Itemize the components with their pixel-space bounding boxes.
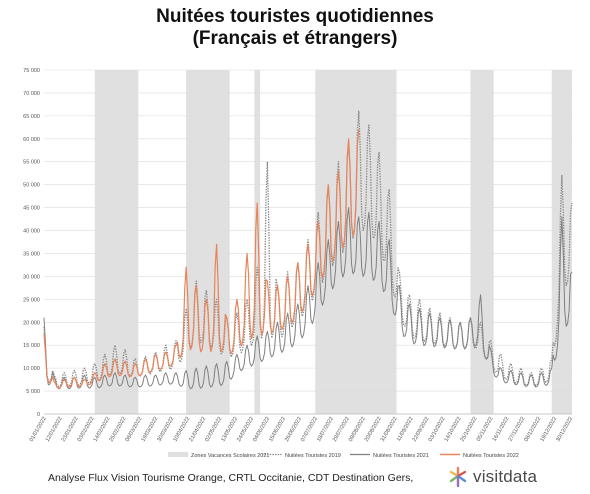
y-tick-label: 50 000 xyxy=(23,183,40,189)
y-tick-label: 35 000 xyxy=(23,251,40,257)
y-tick-label: 65 000 xyxy=(23,114,40,120)
y-tick-label: 55 000 xyxy=(23,160,40,166)
series-line-1 xyxy=(43,207,573,390)
y-tick-label: 0 xyxy=(37,412,40,418)
y-tick-label: 70 000 xyxy=(23,91,40,97)
vacation-band-3 xyxy=(315,70,397,414)
x-axis-tick-labels: 01/01/202212/01/202223/01/202203/02/2022… xyxy=(29,416,575,443)
series-line-2 xyxy=(43,129,360,389)
visitdata-logo: visitdata xyxy=(447,466,537,488)
vacation-band-4 xyxy=(470,70,494,414)
y-tick-label: 5 000 xyxy=(26,389,40,395)
y-tick-label: 15 000 xyxy=(23,343,40,349)
y-tick-label: 60 000 xyxy=(23,137,40,143)
y-tick-label: 40 000 xyxy=(23,229,40,235)
y-tick-label: 20 000 xyxy=(23,320,40,326)
chart-title-line-2: (Français et étrangers) xyxy=(192,28,398,49)
y-gridlines xyxy=(44,69,572,415)
series-lines xyxy=(43,110,573,390)
vacation-band-5 xyxy=(551,70,572,414)
logo-text: visitdata xyxy=(473,467,538,486)
y-tick-label: 25 000 xyxy=(23,297,40,303)
y-tick-label: 45 000 xyxy=(23,206,40,212)
legend-label: Nuitées Touristes 2019 xyxy=(285,453,341,459)
y-tick-label: 30 000 xyxy=(23,274,40,280)
visitdata-pin-icon xyxy=(449,466,467,488)
chart-title-line-1: Nuitées touristes quotidiennes xyxy=(156,6,434,27)
line-chart: 0 5 000 10 000 15 000 20 000 25 000 30 000 35 0… xyxy=(23,68,575,459)
legend-label: Nuitées Touristes 2021 xyxy=(373,453,429,459)
y-axis-tick-labels: 0 5 000 10 000 15 000 20 000 25 000 30 000 35 0… xyxy=(23,68,40,418)
x-tick-label: 30/12/2022 xyxy=(555,416,574,443)
legend-label: Nuitées Touristes 2022 xyxy=(463,453,519,459)
legend-swatch-band xyxy=(168,452,188,457)
vacation-band-2 xyxy=(254,70,261,414)
legend-label: Zones Vacances Scolaires 2021 xyxy=(191,453,269,459)
legend: Zones Vacances Scolaires 2021 Nuitées Tou… xyxy=(168,452,519,459)
y-tick-label: 10 000 xyxy=(23,366,40,372)
vacation-band-1 xyxy=(186,70,230,414)
source-note: Analyse Flux Vision Tourisme Orange, CRT… xyxy=(48,472,414,484)
y-tick-label: 75 000 xyxy=(23,68,40,74)
chart-title: Nuitées touristes quotidiennes (Français… xyxy=(0,6,590,50)
vacation-bands xyxy=(94,70,572,414)
